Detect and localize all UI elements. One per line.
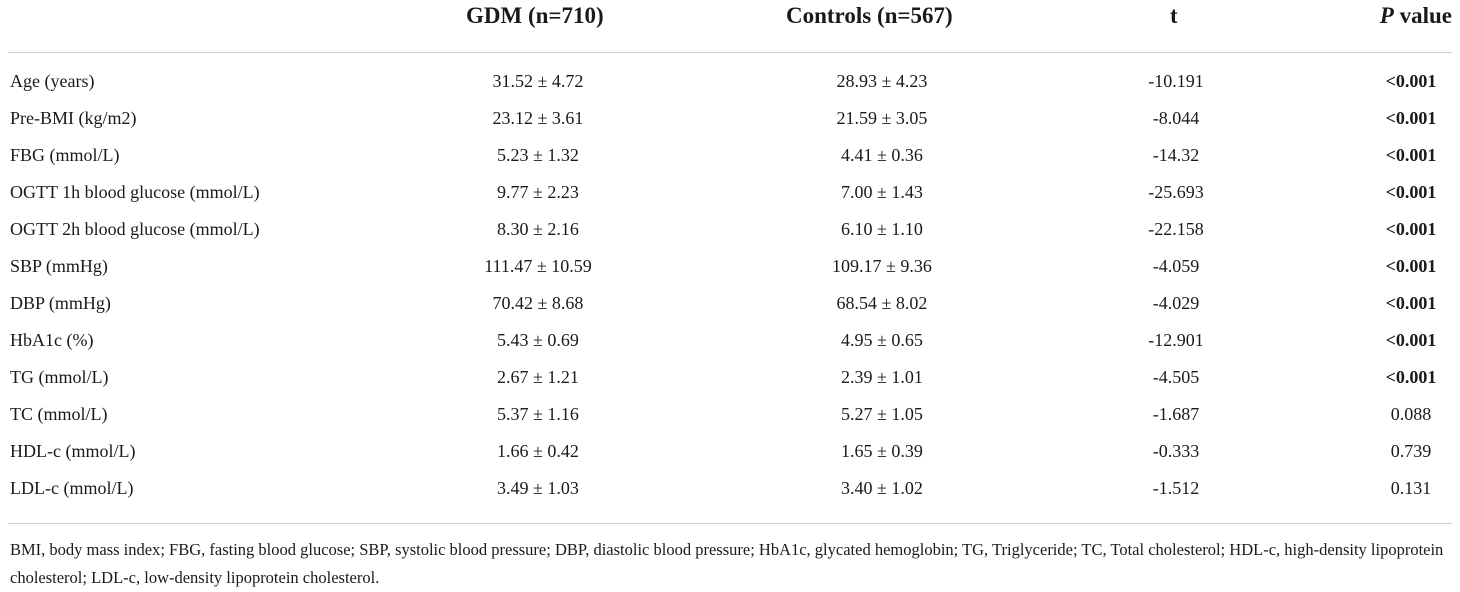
- table-row: HbA1c (%) 5.43 ± 0.69 4.95 ± 0.65 -12.901 <0…: [0, 325, 1460, 362]
- cell-p-value: 0.739: [1390, 441, 1432, 461]
- row-label: OGTT 2h blood glucose (mmol/L): [10, 219, 260, 239]
- table-header: GDM (n=710) Controls (n=567) t P value: [0, 0, 1460, 36]
- table-row: Pre-BMI (kg/m2) 23.12 ± 3.61 21.59 ± 3.05 -…: [0, 103, 1460, 140]
- table-row: DBP (mmHg) 70.42 ± 8.68 68.54 ± 8.02 -4.029…: [0, 288, 1460, 325]
- cell-gdm: 23.12 ± 3.61: [492, 108, 584, 128]
- cell-controls: 1.65 ± 0.39: [841, 441, 923, 461]
- table-row: Age (years) 31.52 ± 4.72 28.93 ± 4.23 -10.1…: [0, 66, 1460, 103]
- row-label: OGTT 1h blood glucose (mmol/L): [10, 182, 260, 202]
- cell-p-value: <0.001: [1385, 367, 1437, 387]
- header-rule: [8, 52, 1452, 53]
- table-row: TG (mmol/L) 2.67 ± 1.21 2.39 ± 1.01 -4.505 <…: [0, 362, 1460, 399]
- cell-gdm: 5.23 ± 1.32: [497, 145, 579, 165]
- cell-t: -8.044: [1152, 108, 1200, 128]
- cell-p-value: <0.001: [1385, 145, 1437, 165]
- cell-p-value: <0.001: [1385, 182, 1437, 202]
- cell-t: -22.158: [1148, 219, 1204, 239]
- header-t: t: [1170, 3, 1178, 28]
- cell-controls: 28.93 ± 4.23: [836, 71, 928, 91]
- cell-controls: 6.10 ± 1.10: [841, 219, 923, 239]
- cell-t: -12.901: [1148, 330, 1204, 350]
- cell-controls: 4.41 ± 0.36: [841, 145, 923, 165]
- cell-gdm: 70.42 ± 8.68: [492, 293, 584, 313]
- header-gdm: GDM (n=710): [466, 3, 604, 28]
- table-body: Age (years) 31.52 ± 4.72 28.93 ± 4.23 -10.1…: [0, 66, 1460, 510]
- cell-controls: 109.17 ± 9.36: [832, 256, 932, 276]
- row-label: TC (mmol/L): [10, 404, 108, 424]
- cell-t: -25.693: [1148, 182, 1204, 202]
- table-row: HDL-c (mmol/L) 1.66 ± 0.42 1.65 ± 0.39 -0.3…: [0, 436, 1460, 473]
- cell-gdm: 5.37 ± 1.16: [497, 404, 579, 424]
- cell-gdm: 9.77 ± 2.23: [497, 182, 579, 202]
- cell-controls: 7.00 ± 1.43: [841, 182, 923, 202]
- cell-p-value: <0.001: [1385, 330, 1437, 350]
- table-row: SBP (mmHg) 111.47 ± 10.59 109.17 ± 9.36 -4.…: [0, 251, 1460, 288]
- cell-t: -4.505: [1152, 367, 1200, 387]
- cell-p-value: 0.088: [1390, 404, 1432, 424]
- cell-t: -4.059: [1152, 256, 1200, 276]
- cell-gdm: 3.49 ± 1.03: [497, 478, 579, 498]
- cell-controls: 4.95 ± 0.65: [841, 330, 923, 350]
- row-label: FBG (mmol/L): [10, 145, 120, 165]
- cell-controls: 68.54 ± 8.02: [836, 293, 928, 313]
- table-row: LDL-c (mmol/L) 3.49 ± 1.03 3.40 ± 1.02 -1.5…: [0, 473, 1460, 510]
- header-p-rest: value: [1393, 3, 1452, 28]
- cell-p-value: 0.131: [1390, 478, 1432, 498]
- table-row: OGTT 1h blood glucose (mmol/L) 9.77 ± 2.2…: [0, 177, 1460, 214]
- cell-controls: 3.40 ± 1.02: [841, 478, 923, 498]
- row-label: Age (years): [10, 71, 95, 91]
- table-footnote: BMI, body mass index; FBG, fasting blood…: [10, 540, 1444, 587]
- cell-t: -1.512: [1152, 478, 1200, 498]
- row-label: HbA1c (%): [10, 330, 94, 350]
- cell-p-value: <0.001: [1385, 256, 1437, 276]
- cell-controls: 2.39 ± 1.01: [841, 367, 923, 387]
- cell-t: -10.191: [1148, 71, 1204, 91]
- header-controls: Controls (n=567): [786, 3, 953, 28]
- table-row: TC (mmol/L) 5.37 ± 1.16 5.27 ± 1.05 -1.687 0…: [0, 399, 1460, 436]
- cell-gdm: 1.66 ± 0.42: [497, 441, 579, 461]
- cell-gdm: 31.52 ± 4.72: [492, 71, 584, 91]
- cell-controls: 5.27 ± 1.05: [841, 404, 923, 424]
- cell-gdm: 2.67 ± 1.21: [497, 367, 579, 387]
- cell-t: -14.32: [1152, 145, 1200, 165]
- row-label: DBP (mmHg): [10, 293, 111, 313]
- cell-gdm: 111.47 ± 10.59: [484, 256, 592, 276]
- cell-p-value: <0.001: [1385, 219, 1437, 239]
- row-label: TG (mmol/L): [10, 367, 109, 387]
- cell-t: -0.333: [1152, 441, 1200, 461]
- cell-controls: 21.59 ± 3.05: [836, 108, 928, 128]
- table-row: OGTT 2h blood glucose (mmol/L) 8.30 ± 2.1…: [0, 214, 1460, 251]
- cell-gdm: 8.30 ± 2.16: [497, 219, 579, 239]
- cell-p-value: <0.001: [1385, 108, 1437, 128]
- row-label: HDL-c (mmol/L): [10, 441, 136, 461]
- table-row: FBG (mmol/L) 5.23 ± 1.32 4.41 ± 0.36 -14.32…: [0, 140, 1460, 177]
- cell-p-value: <0.001: [1385, 71, 1437, 91]
- row-label: SBP (mmHg): [10, 256, 108, 276]
- row-label: LDL-c (mmol/L): [10, 478, 134, 498]
- header-p-value: P value: [1380, 3, 1452, 29]
- cell-gdm: 5.43 ± 0.69: [497, 330, 579, 350]
- header-p-italic: P: [1379, 3, 1394, 28]
- row-label: Pre-BMI (kg/m2): [10, 108, 137, 128]
- cell-t: -1.687: [1152, 404, 1200, 424]
- cell-t: -4.029: [1152, 293, 1200, 313]
- cell-p-value: <0.001: [1385, 293, 1437, 313]
- footer-rule: [8, 523, 1452, 524]
